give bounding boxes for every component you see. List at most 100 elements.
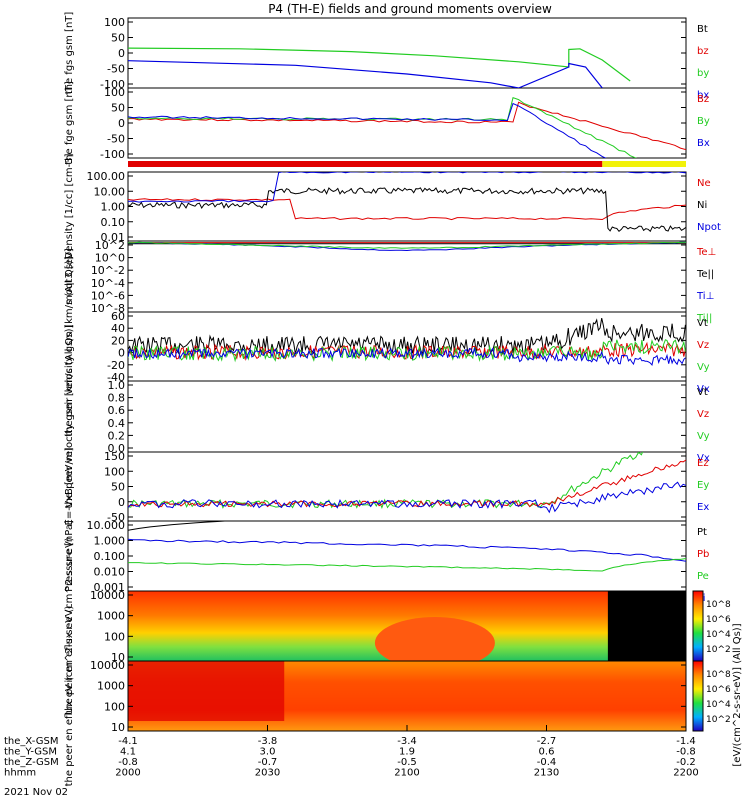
- y-tick-label: 100: [104, 86, 125, 99]
- y-tick-label: 10^-4: [91, 277, 125, 290]
- legend-by: by: [697, 68, 709, 79]
- y-tick-label: 1000: [97, 680, 125, 693]
- x-tick-label: -0.5: [397, 757, 417, 768]
- y-tick-label: 10.000: [87, 519, 126, 532]
- y-axis-label: the peer velocity gsm [km/s (All Qs)]: [64, 324, 75, 508]
- series-line-Ex: [128, 481, 686, 514]
- y-tick-label: -100: [100, 78, 125, 91]
- y-axis-label: the peer en eflux eV (cm^2-s-sr-eV): [64, 606, 75, 787]
- y-tick-label: -40: [107, 371, 125, 384]
- legend-Vt: Vt: [697, 318, 708, 329]
- legend-Vz: Vz: [697, 340, 709, 351]
- y-axis-label: Density [1/cc] [cm-3]: [64, 153, 75, 259]
- legend-Te||: Te||: [696, 269, 714, 280]
- y-tick-label: 0.010: [94, 566, 126, 579]
- y-tick-label: 0.8: [108, 392, 126, 405]
- y-tick-label: 150: [104, 450, 125, 463]
- x-tick-label: -4.1: [118, 736, 138, 747]
- colorbar-1: [692, 590, 704, 662]
- y-tick-label: 10^0: [95, 252, 125, 265]
- y-tick-label: -20: [107, 359, 125, 372]
- y-tick-label: 10: [111, 651, 125, 664]
- legend-Ex: Ex: [697, 502, 709, 513]
- series-line-Ez: [128, 459, 686, 508]
- x-tick-label: -3.8: [258, 736, 278, 747]
- series-line-Ni: [128, 187, 686, 233]
- panel-frame: [127, 17, 687, 89]
- colorbar-tick-label: 10^4: [706, 630, 731, 640]
- y-tick-label: 50: [111, 102, 125, 115]
- mode-bar-yellow: [602, 161, 686, 167]
- y-tick-label: 0: [118, 117, 125, 130]
- legend-Ne: Ne: [697, 178, 711, 189]
- y-tick-label: 40: [111, 322, 125, 335]
- colorbar-group: 10^8 10^6 10^4 10^2 10^8 10^6 10^4 10^2: [692, 590, 731, 732]
- legend-Vt: Vt: [697, 387, 708, 398]
- legend-Vy: Vy: [697, 362, 710, 373]
- y-tick-label: 0.0: [108, 442, 126, 455]
- x-axis-group: -4.14.1-0.82000-3.83.0-0.72030-3.41.9-0.…: [4, 725, 699, 779]
- y-tick-label: 100.00: [87, 170, 126, 183]
- y-tick-label: 0.100: [94, 550, 126, 563]
- y-axis-label: the fge gsm [nT]: [64, 81, 75, 165]
- panel-4: 10^210^010^-210^-410^-610^-8 moqt3 [eV] Te…: [64, 239, 716, 324]
- x-row-label: hhmm: [4, 768, 36, 779]
- legend-Vy: Vy: [697, 431, 710, 442]
- x-tick-label: -0.8: [118, 757, 138, 768]
- x-tick-label: -0.4: [537, 757, 557, 768]
- colorbar-tick-label: 10^6: [706, 685, 731, 695]
- x-row-label: the_Y-GSM: [4, 747, 57, 758]
- y-axis-label: the peir en eflux eV (cm^2-s-sr-eV): [64, 537, 75, 714]
- x-tick-label: 2000: [115, 768, 140, 779]
- y-axis-label: moqt3 [eV]: [64, 248, 75, 305]
- colorbar-tick-label: 10^8: [706, 670, 731, 680]
- x-tick-label: 1.9: [399, 747, 415, 758]
- y-axis-label: the fgs gsm [nT]: [64, 12, 75, 95]
- x-row-label: the_X-GSM: [4, 736, 58, 747]
- series-line-Ti-par: [128, 241, 686, 249]
- y-tick-label: 0.2: [108, 429, 126, 442]
- legend-Ni: Ni: [697, 200, 707, 211]
- y-tick-label: 50: [111, 481, 125, 494]
- series-line-By: [128, 97, 637, 158]
- y-tick-label: 10: [111, 721, 125, 734]
- spectrogram-region: [128, 661, 285, 721]
- x-tick-label: 2030: [255, 768, 280, 779]
- legend-Vx: Vx: [697, 453, 710, 464]
- y-tick-label: 0.6: [108, 404, 126, 417]
- legend-Pe: Pe: [697, 571, 709, 582]
- x-tick-label: 2200: [673, 768, 698, 779]
- y-tick-label: 10000: [90, 659, 125, 672]
- colorbar-tick-label: 10^6: [706, 615, 731, 625]
- series-line-Bx: [128, 102, 607, 158]
- legend-Pt: Pt: [697, 527, 707, 538]
- date-label: 2021 Nov 02: [4, 787, 68, 798]
- panel-2: 100 50 0 -50 -100 the fge gsm [nT] Bz By Bx: [64, 81, 710, 165]
- panel-6: 1.00.80.60.40.20.0 the peer velocity gsm …: [64, 324, 710, 508]
- y-tick-label: 0.01: [101, 231, 126, 244]
- legend-Npot: Npot: [697, 222, 721, 233]
- series-line-Pt: [128, 521, 236, 531]
- legend-Pb: Pb: [697, 549, 709, 560]
- spectrogram-fill-region: [607, 591, 686, 661]
- y-tick-label: 0: [118, 347, 125, 360]
- colorbar-label: [eV/(cm^2-s-sr-eV)] (All Qs)]: [732, 623, 743, 766]
- series-line-bx: [128, 60, 603, 88]
- legend-Bz: Bz: [697, 94, 709, 105]
- panel-frame: [127, 87, 687, 159]
- legend-Vz: Vz: [697, 409, 709, 420]
- legend-bx: bx: [697, 90, 709, 101]
- colorbar-2: [692, 660, 704, 732]
- panel-frame: [127, 451, 687, 522]
- y-tick-label: 10^-8: [91, 302, 125, 315]
- plot-title: P4 (TH-E) fields and ground moments over…: [268, 2, 552, 16]
- series-line-Npot: [128, 172, 686, 203]
- legend-By: By: [697, 116, 710, 127]
- legend-Bt: Bt: [697, 24, 708, 35]
- panel-7: 150 100 50 0 -50 E=-VxB [mV/m] Ez Ey Ex: [64, 447, 709, 525]
- y-tick-label: 1000: [97, 610, 125, 623]
- spectrogram-blob: [374, 617, 495, 661]
- y-tick-label: 10^-6: [91, 289, 125, 302]
- y-tick-label: -50: [107, 63, 125, 76]
